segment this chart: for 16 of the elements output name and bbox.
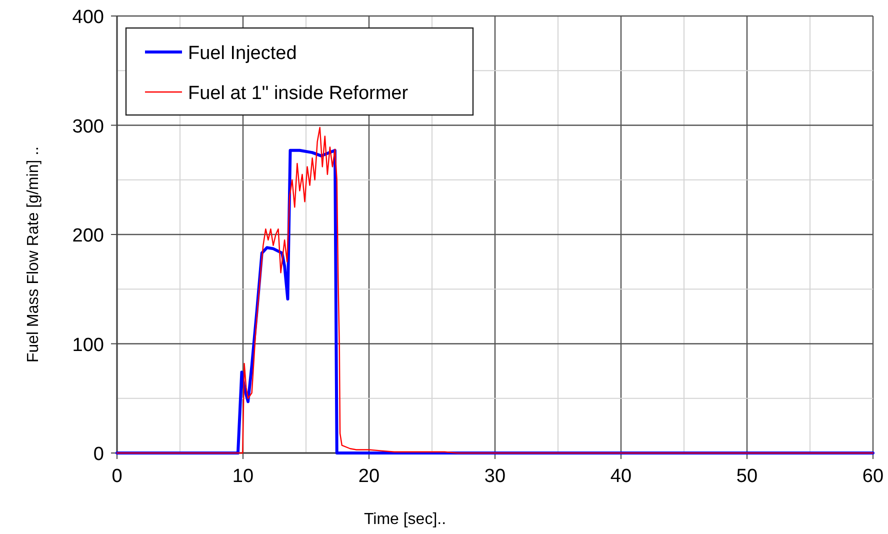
- y-tick-label: 0: [93, 444, 104, 465]
- legend-label: Fuel Injected: [188, 43, 297, 64]
- x-tick-label: 30: [484, 466, 506, 487]
- x-tick-label: 60: [862, 466, 884, 487]
- x-tick-label: 40: [610, 466, 632, 487]
- legend-label: Fuel at 1" inside Reformer: [188, 83, 409, 104]
- x-tick-label: 20: [358, 466, 380, 487]
- y-axis-title: Fuel Mass Flow Rate [g/min] ..: [25, 146, 42, 363]
- y-tick-label: 300: [72, 116, 104, 138]
- y-tick-label: 400: [72, 7, 104, 28]
- x-axis-title: Time [sec]..: [364, 511, 446, 528]
- x-tick-label: 10: [232, 466, 254, 487]
- x-tick-label: 50: [736, 466, 758, 487]
- y-tick-label: 200: [72, 226, 104, 246]
- x-tick-label: 0: [112, 466, 122, 487]
- y-tick-label: 100: [72, 334, 104, 356]
